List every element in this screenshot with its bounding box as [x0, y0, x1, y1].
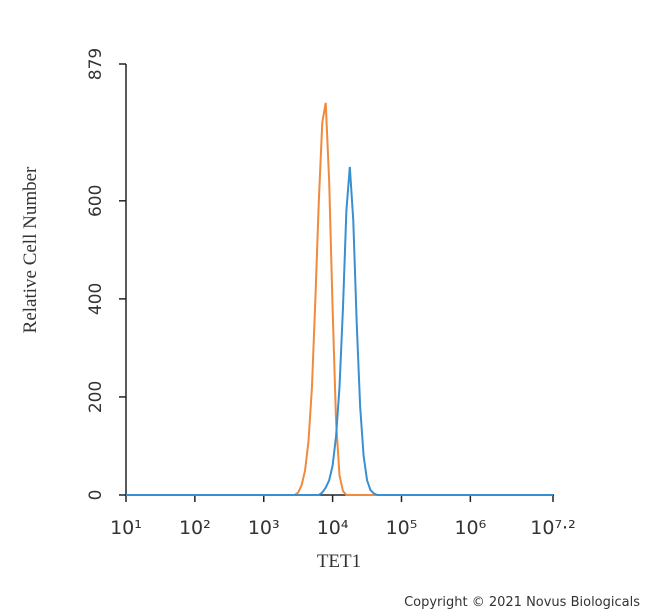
y-tick-label: 879 — [86, 48, 106, 80]
y-tick-label: 600 — [86, 185, 106, 217]
histogram-line — [126, 166, 553, 496]
x-tick-label: 10² — [179, 517, 211, 539]
x-tick-label: 10⁶ — [454, 517, 486, 539]
x-tick-label: 10⁴ — [317, 517, 349, 539]
x-tick-label: 10³ — [248, 517, 280, 539]
y-axis-label: Relative Cell Number — [20, 166, 41, 333]
y-tick-label: 400 — [86, 283, 106, 315]
x-axis-label: TET1 — [317, 551, 361, 572]
x-tick-label: 10⁷·² — [530, 517, 575, 539]
x-tick-label: 10⁵ — [386, 517, 418, 539]
copyright: Copyright © 2021 Novus Biologicals — [404, 595, 640, 610]
y-tick-label: 0 — [86, 490, 106, 501]
x-tick-label: 10¹ — [110, 517, 142, 539]
y-tick-label: 200 — [86, 381, 106, 413]
histogram-line — [126, 102, 553, 496]
